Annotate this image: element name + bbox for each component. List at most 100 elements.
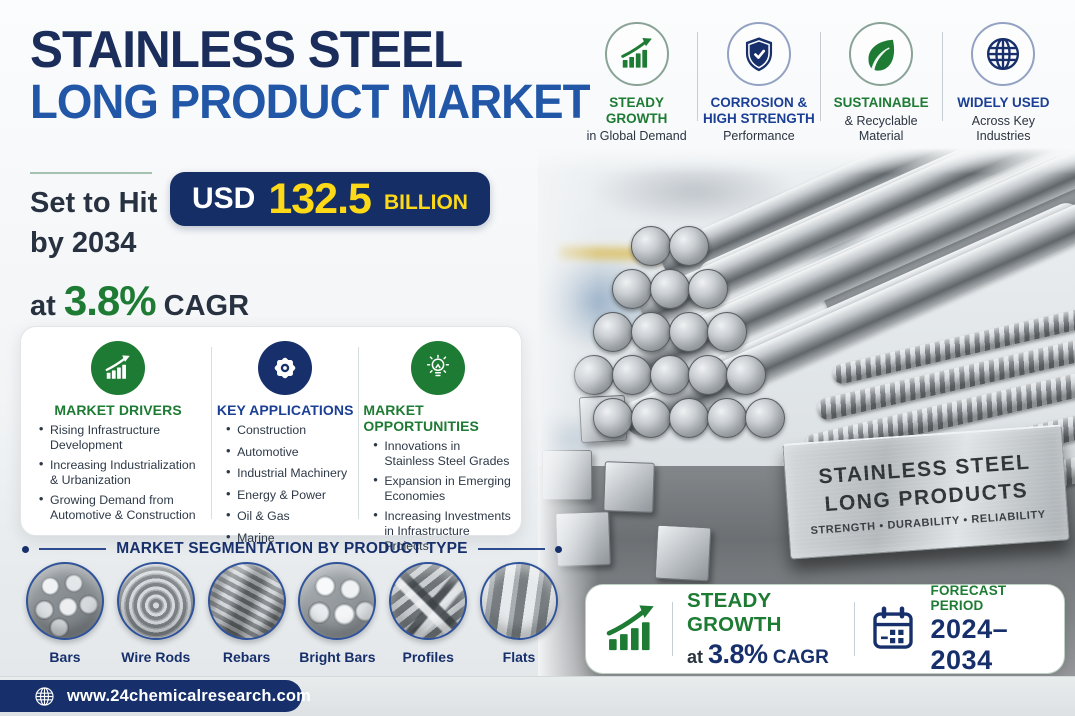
panel-market-opportunities: MARKET OPPORTUNITIES Innovations in Stai… [363,341,513,553]
segment-label: Flats [502,649,536,665]
segmentation-title: MARKET SEGMENTATION BY PRODUCT TYPE [116,540,468,557]
summary-growth-title: STEADY GROWTH [687,588,782,636]
feature-subtitle: in Global Demand [586,129,687,144]
hero-statement: Set to Hit by 2034 at 3.8% CAGR [30,183,249,330]
segment-label: Rebars [222,649,271,665]
summary-cagr-value: 3.8% [708,638,768,669]
dot [22,545,29,553]
line [477,548,545,550]
segment-bars: Bars [22,562,108,665]
square-bar-end [654,524,712,582]
segmentation-row: Bars Wire Rods Rebars Bright Bars Profil… [22,562,562,665]
round-bar-end [726,355,766,395]
divider [941,32,943,121]
feature-widely-used: WIDELY USED Across Key Industries [943,22,1064,145]
segment-label: Wire Rods [121,649,191,665]
wire-rods-photo [116,562,195,640]
shield-check-icon [726,22,791,86]
summary-growth-line: at 3.8% CAGR [687,639,840,670]
round-bar-end [688,269,728,309]
panel-key-applications: KEY APPLICATIONS Construction Automotive… [216,341,354,545]
panel-bullet-list: Construction Automotive Industrial Machi… [216,422,354,552]
bullet-item: Construction [226,422,352,438]
hero-cagr-label: CAGR [155,290,250,323]
bright-bars-photo [298,562,377,640]
divider [697,32,699,121]
line [39,548,107,550]
round-bar-end [707,312,747,352]
bullet-item: Automotive [226,444,352,460]
round-bar-end [650,269,690,309]
round-bar-end [669,312,709,352]
badge-currency: USD [192,182,256,215]
square-bar-end [603,461,655,513]
forecast-label: FORECAST PERIOD [930,582,1007,613]
calendar-icon [869,605,917,653]
feature-corrosion-strength: CORROSION & HIGH STRENGTH Performance [698,22,819,145]
growth-chart-icon [604,22,669,86]
panel-title: MARKET DRIVERS [54,402,182,418]
hero-line-1: Set to Hit [30,187,158,219]
bullet-item: Industrial Machinery [226,465,352,481]
segment-bright-bars: Bright Bars [294,562,380,665]
divider [211,347,213,519]
market-value-badge: USD 132.5 BILLION [170,172,490,226]
panel-market-drivers: MARKET DRIVERS Rising Infrastructure Dev… [29,341,207,525]
plate-tagline: STRENGTH • DURABILITY • RELIABILITY [810,508,1047,537]
segment-label: Bright Bars [299,649,376,665]
divider [819,32,821,121]
plate-line-2: LONG PRODUCTS [823,478,1029,516]
bullet-item: Rising Infrastructure Development [39,422,205,453]
plate-line-1: STAINLESS STEEL [817,450,1032,489]
panel-bullet-list: Rising Infrastructure Development Increa… [29,422,207,528]
globe-icon [34,686,55,707]
flats-photo [479,562,558,640]
lightbulb-icon [411,341,466,395]
segment-wire-rods: Wire Rods [113,562,199,665]
bullet-item: Energy & Power [226,487,352,503]
dot [555,545,562,553]
forecast-value: 2024–2034 [930,613,1009,675]
round-bar-end [650,355,690,395]
hero-cagr-line: at 3.8% CAGR [30,272,249,330]
feature-steady-growth: STEADY GROWTH in Global Demand [576,22,697,145]
feature-subtitle: & Recyclable Material [844,113,918,144]
round-bar-end [612,355,652,395]
feature-sustainable: SUSTAINABLE & Recyclable Material [821,22,942,145]
summary-panel: STEADY GROWTH at 3.8% CAGR FORECAST PERI… [585,583,1065,676]
bullet-item: Oil & Gas [226,508,352,524]
summary-forecast-block: FORECAST PERIOD 2024–2034 [931,583,1046,676]
segment-label: Profiles [402,649,454,665]
panel-bullet-list: Innovations in Stainless Steel Grades Ex… [363,438,513,559]
website-link[interactable]: www.24chemicalresearch.com [0,680,311,712]
round-bar-end [593,312,633,352]
summary-growth-block: STEADY GROWTH at 3.8% CAGR [687,589,840,670]
feature-title: CORROSION & HIGH STRENGTH [702,95,815,126]
bullet-item: Marine [226,530,352,546]
panel-title: MARKET OPPORTUNITIES [363,402,479,434]
badge-unit: BILLION [383,191,468,214]
bullet-item: Increasing Industrialization & Urbanizat… [39,457,205,488]
feature-subtitle: Performance [723,129,795,144]
badge-amount: 132.5 [268,174,372,223]
leaf-icon [849,22,914,86]
segment-label: Bars [49,649,81,665]
round-bar-end [593,398,633,438]
panel-title: KEY APPLICATIONS [216,402,354,418]
product-name-plate: STAINLESS STEEL LONG PRODUCTS STRENGTH •… [782,424,1070,560]
round-bar-end [612,269,652,309]
feature-title: STEADY GROWTH [605,95,668,126]
market-info-card: MARKET DRIVERS Rising Infrastructure Dev… [20,326,522,553]
feature-title: WIDELY USED [957,95,1050,110]
hero-at: at [30,290,64,323]
bars-photo [26,562,104,640]
website-url: www.24chemicalresearch.com [67,686,311,705]
bullet-item: Increasing Investments in Infrastructure… [373,508,511,554]
feature-subtitle: Across Key Industries [971,113,1035,144]
feature-title: SUSTAINABLE [833,95,929,110]
divider [358,347,360,519]
bullet-item: Growing Demand from Automotive & Constru… [39,492,205,523]
photo-fade [538,148,1075,174]
segment-flats: Flats [476,562,562,665]
